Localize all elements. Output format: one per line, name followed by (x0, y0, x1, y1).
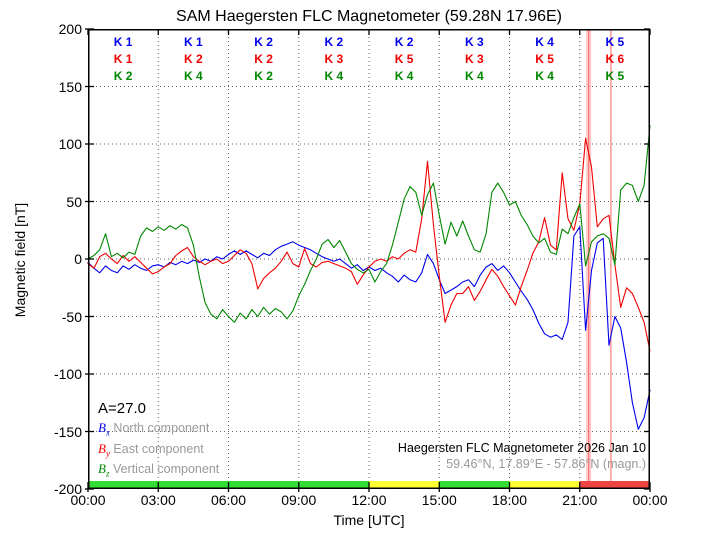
k-index-value: K 3 (465, 35, 484, 49)
x-tick-label: 09:00 (281, 492, 317, 508)
k-index-value: K 4 (465, 69, 484, 83)
station-annotation: Haegersten FLC Magnetometer 2026 Jan 10 … (398, 441, 646, 472)
k-index-value: K 4 (324, 69, 344, 83)
annotation-station-date: Haegersten FLC Magnetometer 2026 Jan 10 (397, 441, 646, 455)
legend-symbol: Bz (98, 461, 110, 479)
x-tick-label: 03:00 (140, 492, 176, 508)
x-tick-label: 06:00 (210, 492, 247, 508)
y-tick-label: 150 (58, 78, 82, 95)
k-index-row: K 2 K 4 K 2 K 4 K 4 K 4 K 4 K 5 (88, 68, 650, 85)
x-tick-label: 21:00 (562, 492, 598, 508)
activity-bar-segment (509, 481, 580, 489)
legend-symbol: Bx (98, 420, 110, 438)
k-index-value: K 4 (394, 69, 414, 83)
x-axis-label: Time [UTC] (333, 512, 405, 528)
k-index-row: K 1 K 2 K 2 K 3 K 5 K 3 K 5 K 6 (88, 51, 650, 68)
k-index-value: K 4 (535, 69, 554, 83)
annotation-coordinates: 59.46°N, 17.89°E - 57.86°N (magn.) (446, 456, 646, 471)
k-index-value: K 5 (605, 69, 625, 83)
series-undefined (87, 137, 651, 352)
k-index-value: K 5 (535, 52, 554, 66)
x-tick-label: 12:00 (351, 492, 387, 508)
legend-item: Bx North component (98, 420, 219, 441)
k-index-value: K 1 (113, 35, 133, 49)
k-index-value: K 2 (324, 35, 344, 49)
legend-label: Vertical component (109, 462, 220, 477)
k-index-value: K 2 (394, 35, 414, 49)
y-axis-label: Magnetic field [nT] (12, 202, 28, 318)
a-index-label: A=27.0 (98, 400, 146, 417)
y-tick-label: 200 (58, 21, 82, 37)
series-undefined (87, 125, 651, 323)
x-tick-label: 00:00 (632, 492, 668, 508)
k-index-value: K 2 (254, 52, 273, 66)
k-index-value: K 5 (394, 52, 414, 66)
legend-label: East component (109, 441, 204, 456)
plot-canvas (85, 28, 651, 492)
y-tick-label: 0 (74, 251, 82, 267)
legend-block: A=27.0 Bx North component By East compone… (98, 400, 219, 482)
activity-bar-segment (579, 481, 650, 489)
x-tick-label: 15:00 (421, 492, 457, 508)
k-index-value: K 4 (184, 69, 203, 83)
legend-rows: Bx North component By East component Bz Ve… (98, 420, 219, 482)
k-index-value: K 2 (113, 69, 133, 83)
legend-label: North component (109, 421, 210, 435)
k-index-value: K 2 (254, 69, 273, 83)
x-tick-label: 18:00 (491, 492, 528, 508)
y-tick-label: -50 (61, 308, 82, 325)
k-index-value: K 6 (605, 52, 625, 66)
k-index-value: K 1 (184, 35, 203, 49)
y-tick-label: -200 (53, 481, 82, 497)
y-tick-label: 50 (66, 193, 82, 210)
y-tick-label: -100 (53, 366, 82, 382)
k-index-value: K 3 (324, 52, 344, 66)
k-index-value: K 2 (254, 35, 273, 49)
activity-bar-segment (439, 481, 510, 489)
legend-item: Bz Vertical component (98, 461, 219, 482)
k-index-value: K 4 (535, 35, 554, 49)
k-index-value: K 5 (605, 35, 625, 49)
x-tick-label: 00:00 (70, 492, 106, 508)
k-index-value: K 2 (184, 52, 203, 66)
k-index-row: K 1 K 1 K 2 K 2 K 2 K 3 K 4 K 5 (88, 34, 650, 51)
y-tick-label: -150 (53, 423, 82, 440)
activity-bar-segment (369, 481, 440, 489)
chart-title: SAM Haegersten FLC Magnetometer (59.28N … (176, 8, 562, 25)
k-index-value: K 1 (113, 52, 133, 66)
y-tick-label: 100 (58, 136, 82, 152)
legend-item: By East component (98, 441, 219, 462)
legend-symbol: By (98, 440, 110, 459)
k-index-value: K 3 (465, 52, 484, 66)
